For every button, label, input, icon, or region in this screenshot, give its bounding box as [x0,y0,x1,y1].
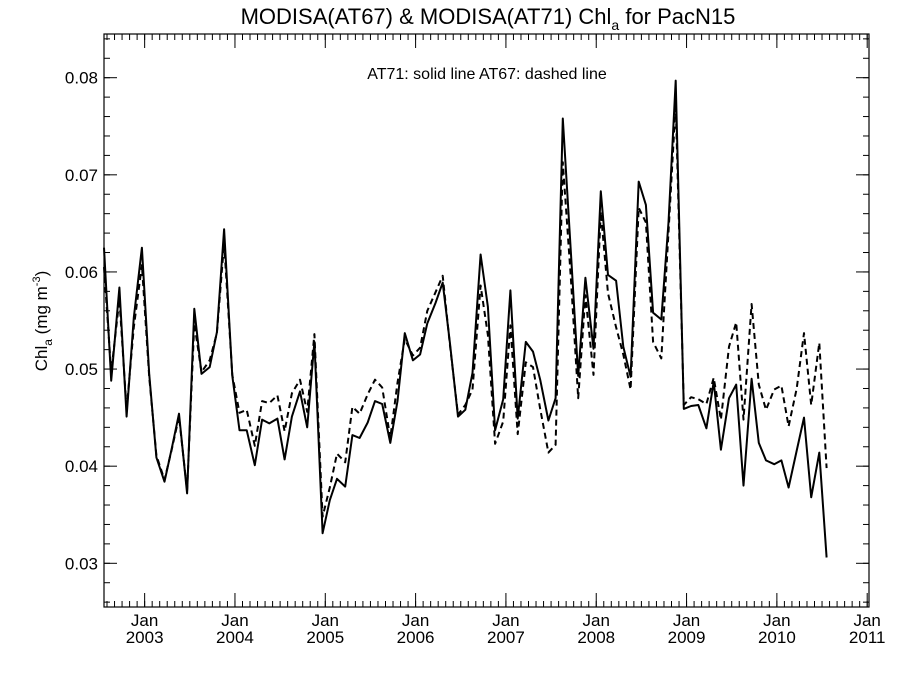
x-tick-month-label: Jan [402,611,429,630]
y-tick-label: 0.08 [65,69,98,88]
x-tick-year-label: 2008 [577,628,615,647]
x-tick-month-label: Jan [763,611,790,630]
chart-title: MODISA(AT67) & MODISA(AT71) Chla for Pac… [241,4,736,33]
axis-tick-labels: 0.030.040.050.060.070.08Jan2003Jan2004Ja… [65,69,886,647]
x-tick-year-label: 2006 [397,628,435,647]
x-tick-year-label: 2003 [126,628,164,647]
x-tick-year-label: 2007 [487,628,525,647]
x-tick-month-label: Jan [673,611,700,630]
x-tick-month-label: Jan [312,611,339,630]
plot-frame [103,33,870,608]
y-axis-label-post: ) [32,271,51,277]
x-tick-year-label: 2010 [758,628,796,647]
x-tick-year-label: 2009 [668,628,706,647]
chart-title-main: MODISA(AT67) & MODISA(AT71) Chl [241,4,612,29]
x-tick-year-label: 2005 [306,628,344,647]
y-tick-label: 0.07 [65,166,98,185]
x-tick-month-label: Jan [583,611,610,630]
chart-title-tail: for PacN15 [619,4,735,29]
y-axis-label-sup: -3 [31,276,43,286]
chart-title-subscript: a [611,17,619,33]
y-tick-label: 0.03 [65,554,98,573]
y-axis-label-pre: Chl [32,346,51,372]
series-line-at71 [103,79,828,558]
x-tick-month-label: Jan [492,611,519,630]
series-layer [103,79,828,558]
axis-ticks [104,34,869,607]
x-tick-year-label: 2011 [849,628,886,647]
x-tick-month-label: Jan [221,611,248,630]
x-tick-month-label: Jan [131,611,158,630]
y-axis-label-mid: (mg m [32,286,51,339]
y-axis-label: Chla (mg m-3) [31,271,55,372]
x-tick-year-label: 2004 [216,628,254,647]
series-line-at67 [103,102,828,518]
y-tick-label: 0.05 [65,360,98,379]
y-tick-label: 0.04 [65,457,98,476]
y-axis-label-sub: a [41,339,55,346]
x-tick-month-label: Jan [853,611,880,630]
y-tick-label: 0.06 [65,263,98,282]
line-style-note: AT71: solid line AT67: dashed line [367,66,607,83]
